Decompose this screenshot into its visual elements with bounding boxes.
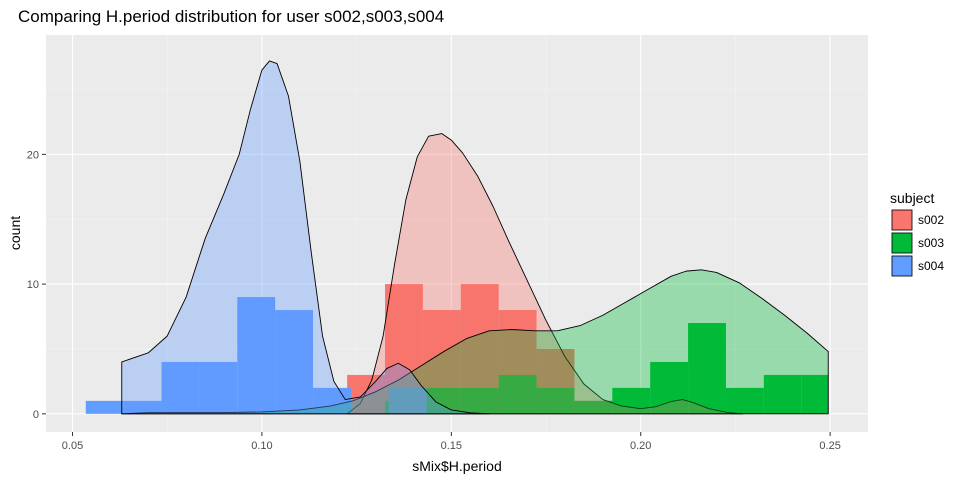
legend-keys: s002 s003 s004	[891, 209, 944, 277]
x-tick-label-2: 0.15	[441, 440, 462, 452]
legend-label-s003: s003	[918, 236, 944, 250]
bar-s003-11	[801, 374, 829, 414]
bar-s003-6	[612, 387, 651, 414]
x-tick-label-4: 0.25	[819, 440, 840, 452]
series-layers	[85, 60, 829, 415]
x-tick-label-0: 0.05	[62, 440, 83, 452]
bar-s003-7	[650, 361, 689, 414]
bar-s004-7	[388, 387, 427, 414]
y-axis-title: count	[7, 216, 23, 250]
bar-s003-4	[536, 387, 575, 414]
bar-s004-2	[161, 361, 200, 414]
histogram-layer	[85, 284, 829, 414]
x-axis: 0.05 0.10 0.15 0.20 0.25	[62, 432, 841, 452]
y-tick-label-1: 10	[27, 279, 39, 291]
y-axis: 0 10 20	[27, 149, 46, 421]
density-s002	[346, 133, 744, 415]
legend-key-s004	[891, 255, 913, 277]
bar-s004-6	[313, 387, 351, 414]
bar-s004-5	[275, 310, 314, 414]
bar-s003-9	[725, 387, 764, 414]
histogram-s004	[85, 297, 427, 414]
bar-s002-0	[347, 374, 386, 414]
bar-s003-2	[460, 387, 499, 414]
legend: subject s002 s003 s004	[890, 190, 944, 277]
bar-s003-10	[763, 374, 802, 414]
bar-s003-5	[574, 400, 613, 414]
y-tick-label-2: 20	[27, 149, 39, 161]
bar-s003-1	[422, 387, 461, 414]
bar-s003-8	[688, 323, 726, 414]
legend-title: subject	[890, 190, 934, 206]
legend-key-s002	[891, 209, 913, 231]
density-s004	[121, 60, 490, 415]
legend-label-s002: s002	[918, 213, 944, 227]
bar-s003-3	[498, 374, 537, 414]
bar-s004-4	[237, 297, 276, 414]
chart-title: Comparing H.period distribution for user…	[18, 7, 444, 26]
x-tick-label-3: 0.20	[630, 440, 651, 452]
density-layer	[121, 60, 829, 415]
bar-s004-3	[199, 361, 238, 414]
bar-s004-0	[85, 400, 124, 414]
grid-minor	[46, 35, 868, 432]
x-tick-label-1: 0.10	[251, 440, 272, 452]
density-s003	[121, 269, 829, 415]
legend-label-s004: s004	[918, 259, 944, 273]
x-axis-title: sMix$H.period	[412, 458, 501, 474]
legend-key-s003	[891, 232, 913, 254]
y-tick-label-0: 0	[33, 409, 39, 421]
bar-s004-1	[123, 400, 162, 414]
